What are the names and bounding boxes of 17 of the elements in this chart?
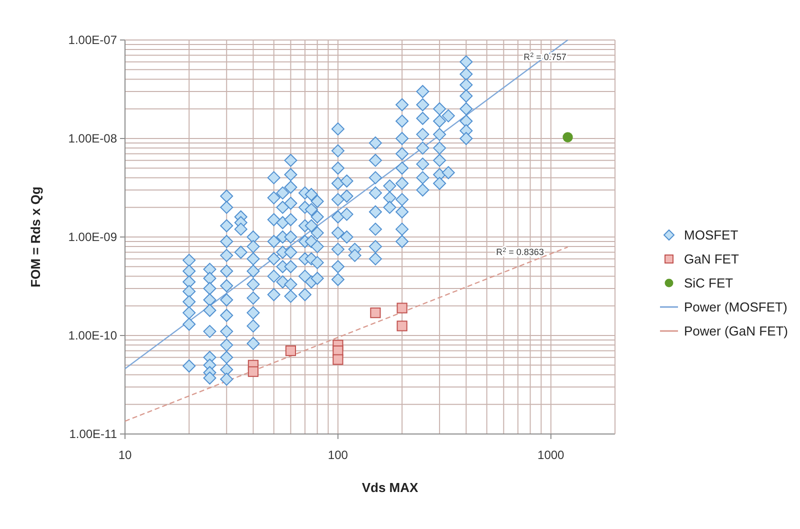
annotation: R$^{2}$ = 0.757	[524, 52, 566, 62]
y-tick-label: 1.00E-09	[68, 230, 118, 244]
legend-label: SiC FET	[684, 276, 734, 290]
x-axis-title: Vds MAX	[362, 480, 418, 495]
y-tick-label: 1.00E-07	[68, 33, 118, 47]
legend-label: MOSFET	[684, 228, 738, 242]
x-tick-label: 10	[118, 448, 132, 462]
legend-label: Power (MOSFET)	[684, 300, 788, 314]
annotation: R$^{2}$ = 0.8363	[496, 246, 544, 257]
y-tick-label: 1.00E-08	[68, 132, 118, 146]
y-axis-title: FOM = Rds x Qg	[28, 186, 43, 288]
x-tick-label: 100	[328, 448, 348, 462]
y-tick-label: 1.00E-10	[68, 328, 118, 342]
x-tick-label: 1000	[538, 448, 565, 462]
legend-label: Power (GaN FET)	[684, 324, 788, 338]
y-tick-label: 1.00E-11	[69, 427, 118, 441]
legend-label: GaN FET	[684, 252, 739, 266]
